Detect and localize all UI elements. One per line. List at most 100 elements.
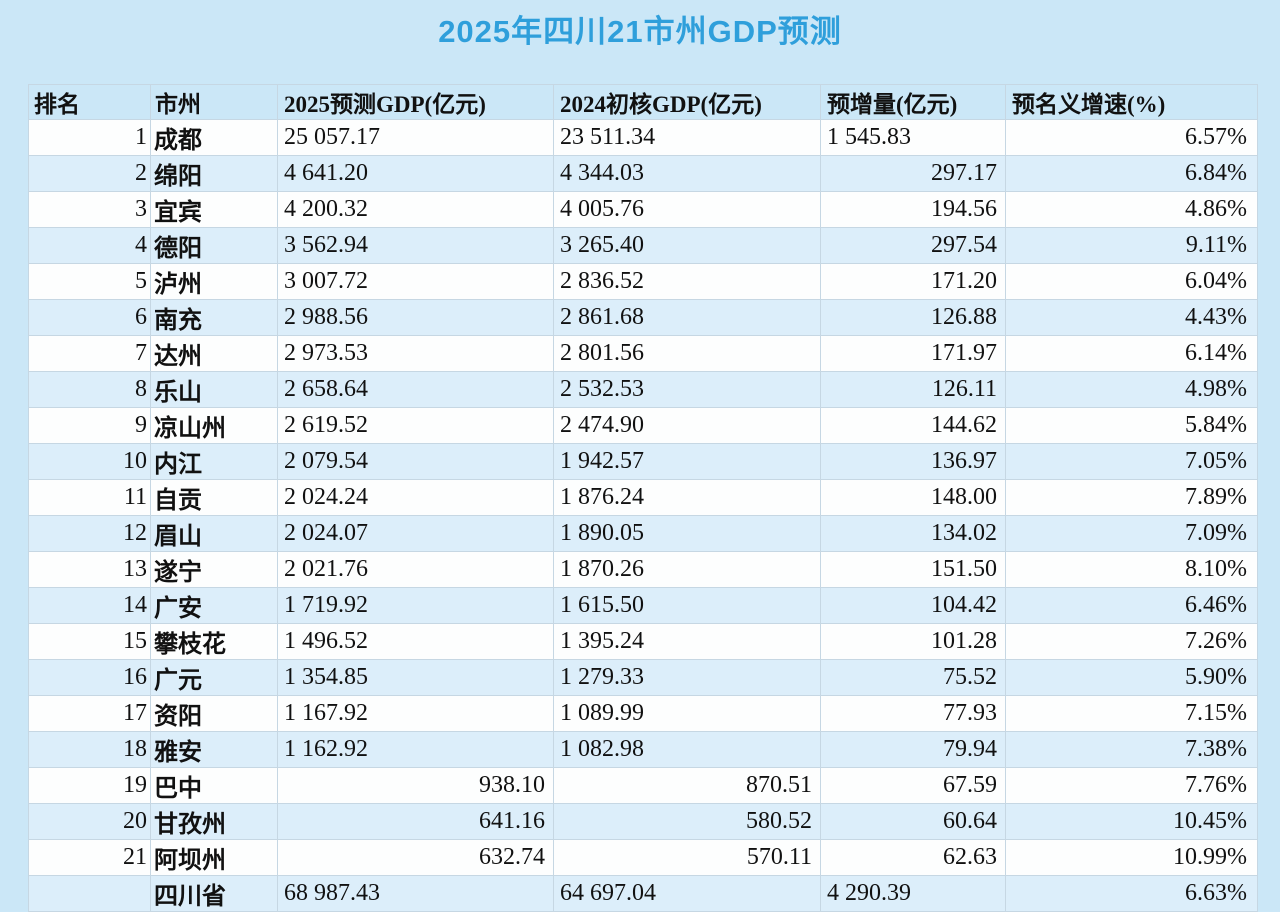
cell-gdp-2024: 1 942.57 [553, 443, 821, 480]
header-cell-delta: 预增量(亿元) [820, 84, 1006, 120]
cell-city: 四川省 [150, 875, 278, 912]
cell-city: 乐山 [150, 371, 278, 408]
cell-rank: 13 [28, 551, 151, 588]
cell-gdp-2025: 2 658.64 [277, 371, 554, 408]
table-row: 16 广元 1 354.85 1 279.33 75.52 5.90% [28, 659, 1258, 696]
cell-growth-rate: 7.05% [1005, 443, 1258, 480]
cell-growth-rate: 7.38% [1005, 731, 1258, 768]
cell-rank: 10 [28, 443, 151, 480]
cell-gdp-2025: 4 200.32 [277, 191, 554, 228]
cell-rank: 3 [28, 191, 151, 228]
cell-city: 成都 [150, 119, 278, 156]
gdp-forecast-table: 排名 市州 2025预测GDP(亿元) 2024初核GDP(亿元) 预增量(亿元… [28, 84, 1258, 912]
cell-rank: 15 [28, 623, 151, 660]
table-row: 四川省 68 987.43 64 697.04 4 290.39 6.63% [28, 875, 1258, 912]
cell-delta: 75.52 [820, 659, 1006, 696]
cell-gdp-2025: 4 641.20 [277, 155, 554, 192]
cell-rank: 17 [28, 695, 151, 732]
cell-city: 内江 [150, 443, 278, 480]
cell-gdp-2025: 1 162.92 [277, 731, 554, 768]
cell-growth-rate: 7.26% [1005, 623, 1258, 660]
cell-gdp-2024: 2 836.52 [553, 263, 821, 300]
cell-delta: 148.00 [820, 479, 1006, 516]
cell-gdp-2025: 1 167.92 [277, 695, 554, 732]
table-row: 10 内江 2 079.54 1 942.57 136.97 7.05% [28, 443, 1258, 480]
header-cell-gdp-2024: 2024初核GDP(亿元) [553, 84, 821, 120]
cell-delta: 79.94 [820, 731, 1006, 768]
cell-city: 德阳 [150, 227, 278, 264]
cell-gdp-2025: 641.16 [277, 803, 554, 840]
cell-delta: 101.28 [820, 623, 1006, 660]
cell-growth-rate: 5.90% [1005, 659, 1258, 696]
cell-rank: 6 [28, 299, 151, 336]
cell-growth-rate: 5.84% [1005, 407, 1258, 444]
cell-growth-rate: 6.14% [1005, 335, 1258, 372]
cell-rank: 19 [28, 767, 151, 804]
cell-rank: 8 [28, 371, 151, 408]
cell-delta: 104.42 [820, 587, 1006, 624]
cell-city: 宜宾 [150, 191, 278, 228]
cell-delta: 77.93 [820, 695, 1006, 732]
cell-gdp-2025: 2 973.53 [277, 335, 554, 372]
cell-gdp-2024: 2 861.68 [553, 299, 821, 336]
cell-gdp-2024: 580.52 [553, 803, 821, 840]
cell-gdp-2024: 870.51 [553, 767, 821, 804]
cell-gdp-2025: 68 987.43 [277, 875, 554, 912]
header-cell-growth-rate: 预名义增速(%) [1005, 84, 1258, 120]
cell-city: 达州 [150, 335, 278, 372]
cell-gdp-2025: 2 024.07 [277, 515, 554, 552]
cell-delta: 297.17 [820, 155, 1006, 192]
cell-delta: 297.54 [820, 227, 1006, 264]
cell-city: 遂宁 [150, 551, 278, 588]
table-row: 21 阿坝州 632.74 570.11 62.63 10.99% [28, 839, 1258, 876]
cell-gdp-2024: 1 890.05 [553, 515, 821, 552]
cell-gdp-2024: 1 876.24 [553, 479, 821, 516]
cell-rank: 18 [28, 731, 151, 768]
cell-city: 攀枝花 [150, 623, 278, 660]
table-row: 2 绵阳 4 641.20 4 344.03 297.17 6.84% [28, 155, 1258, 192]
cell-gdp-2025: 632.74 [277, 839, 554, 876]
cell-city: 南充 [150, 299, 278, 336]
table-row: 19 巴中 938.10 870.51 67.59 7.76% [28, 767, 1258, 804]
cell-rank: 14 [28, 587, 151, 624]
cell-rank: 1 [28, 119, 151, 156]
cell-delta: 136.97 [820, 443, 1006, 480]
cell-growth-rate: 4.43% [1005, 299, 1258, 336]
cell-gdp-2024: 1 615.50 [553, 587, 821, 624]
table-row: 8 乐山 2 658.64 2 532.53 126.11 4.98% [28, 371, 1258, 408]
cell-delta: 60.64 [820, 803, 1006, 840]
cell-city: 凉山州 [150, 407, 278, 444]
cell-city: 广安 [150, 587, 278, 624]
table-row: 17 资阳 1 167.92 1 089.99 77.93 7.15% [28, 695, 1258, 732]
cell-gdp-2025: 1 719.92 [277, 587, 554, 624]
cell-gdp-2024: 1 279.33 [553, 659, 821, 696]
cell-delta: 144.62 [820, 407, 1006, 444]
table-row: 4 德阳 3 562.94 3 265.40 297.54 9.11% [28, 227, 1258, 264]
table-row: 12 眉山 2 024.07 1 890.05 134.02 7.09% [28, 515, 1258, 552]
cell-gdp-2025: 1 354.85 [277, 659, 554, 696]
cell-growth-rate: 7.15% [1005, 695, 1258, 732]
cell-gdp-2025: 2 021.76 [277, 551, 554, 588]
table-row: 14 广安 1 719.92 1 615.50 104.42 6.46% [28, 587, 1258, 624]
cell-growth-rate: 9.11% [1005, 227, 1258, 264]
cell-growth-rate: 7.89% [1005, 479, 1258, 516]
cell-rank: 12 [28, 515, 151, 552]
cell-growth-rate: 6.46% [1005, 587, 1258, 624]
cell-growth-rate: 6.04% [1005, 263, 1258, 300]
cell-delta: 4 290.39 [820, 875, 1006, 912]
page-title: 2025年四川21市州GDP预测 [438, 14, 842, 49]
header-row: 排名 市州 2025预测GDP(亿元) 2024初核GDP(亿元) 预增量(亿元… [28, 84, 1258, 120]
cell-city: 广元 [150, 659, 278, 696]
cell-delta: 1 545.83 [820, 119, 1006, 156]
cell-city: 资阳 [150, 695, 278, 732]
table-body: 1 成都 25 057.17 23 511.34 1 545.83 6.57% … [28, 119, 1258, 912]
cell-rank: 9 [28, 407, 151, 444]
table-header: 排名 市州 2025预测GDP(亿元) 2024初核GDP(亿元) 预增量(亿元… [28, 84, 1258, 120]
cell-gdp-2024: 2 474.90 [553, 407, 821, 444]
cell-gdp-2024: 1 870.26 [553, 551, 821, 588]
cell-rank: 7 [28, 335, 151, 372]
cell-gdp-2024: 2 532.53 [553, 371, 821, 408]
cell-rank [28, 875, 151, 912]
cell-gdp-2024: 1 082.98 [553, 731, 821, 768]
